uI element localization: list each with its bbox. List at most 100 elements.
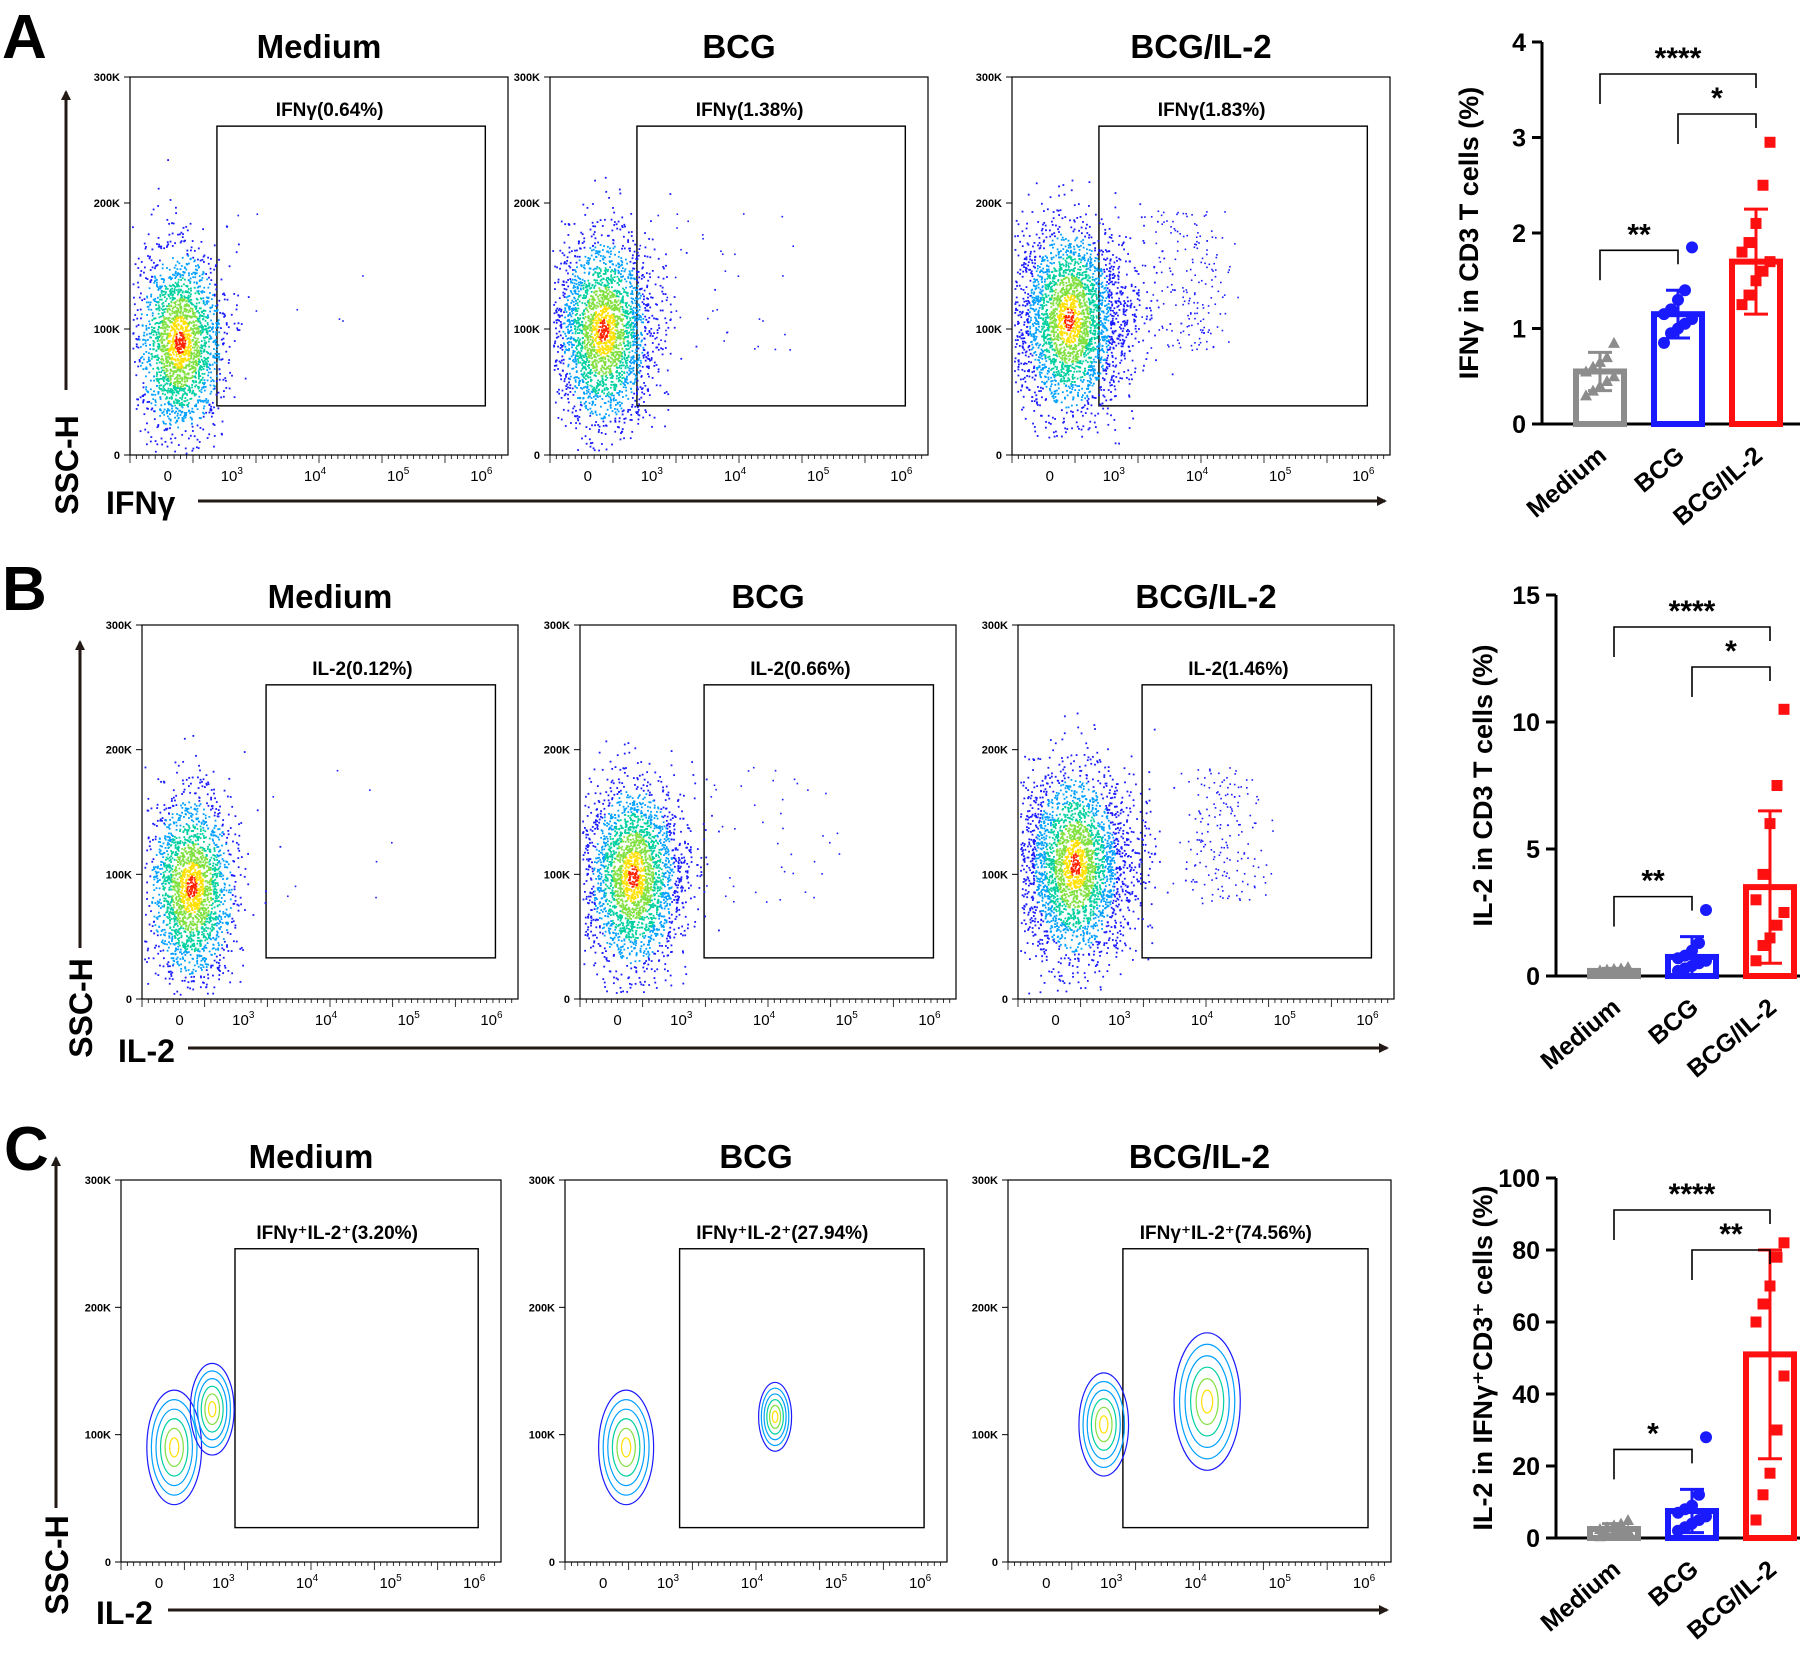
event-dot	[181, 401, 183, 404]
event-dot	[167, 305, 170, 308]
event-dot	[565, 303, 568, 305]
event-dot	[644, 315, 647, 318]
event-dot	[191, 410, 194, 413]
event-dot	[695, 345, 698, 348]
event-dot	[595, 364, 598, 367]
event-dot	[174, 388, 176, 390]
event-dot	[592, 367, 595, 370]
event-dot	[600, 314, 603, 317]
event-dot	[585, 426, 588, 428]
event-dot	[165, 352, 168, 354]
event-dot	[568, 357, 571, 360]
event-dot	[655, 346, 658, 349]
event-dot	[610, 296, 612, 299]
event-dot	[182, 271, 185, 273]
event-dot	[557, 278, 560, 281]
event-dot	[163, 326, 166, 329]
event-dot	[179, 276, 182, 278]
event-dot	[189, 389, 192, 392]
event-dot	[581, 284, 584, 287]
event-dot	[185, 290, 188, 293]
event-dot	[591, 296, 594, 299]
event-dot	[588, 402, 591, 405]
event-dot	[158, 361, 161, 364]
event-dot	[581, 278, 584, 281]
event-dot	[601, 321, 604, 324]
event-dot	[569, 375, 572, 378]
event-dot	[588, 298, 591, 301]
event-dot	[181, 333, 183, 335]
event-dot	[603, 322, 606, 324]
event-dot	[573, 308, 576, 311]
event-dot	[194, 332, 197, 335]
event-dot	[587, 315, 590, 318]
event-dot	[207, 351, 209, 354]
event-dot	[187, 325, 189, 327]
event-dot	[628, 273, 631, 276]
event-dot	[568, 332, 570, 335]
event-dot	[189, 222, 192, 225]
event-dot	[609, 401, 612, 404]
event-dot	[629, 344, 632, 347]
event-dot	[582, 337, 584, 339]
event-dot	[618, 360, 620, 362]
event-dot	[594, 321, 597, 324]
event-dot	[590, 333, 593, 335]
event-dot	[166, 305, 168, 308]
event-dot	[571, 312, 574, 315]
event-dot	[624, 344, 627, 347]
event-dot	[160, 388, 163, 391]
event-dot	[172, 339, 174, 342]
event-dot	[585, 442, 588, 445]
event-dot	[174, 300, 177, 303]
event-dot	[180, 348, 182, 350]
event-dot	[608, 315, 611, 317]
event-dot	[138, 338, 141, 341]
event-dot	[589, 344, 591, 346]
event-dot	[613, 293, 615, 296]
event-dot	[638, 398, 641, 401]
event-dot	[625, 315, 628, 318]
event-dot	[174, 242, 176, 245]
event-dot	[222, 292, 225, 295]
event-dot	[606, 392, 609, 395]
event-dot	[633, 359, 636, 362]
event-dot	[554, 401, 557, 404]
event-dot	[603, 320, 606, 322]
event-dot	[654, 283, 657, 286]
event-dot	[186, 384, 189, 387]
event-dot	[215, 339, 217, 342]
event-dot	[210, 405, 213, 408]
event-dot	[649, 359, 651, 362]
event-dot	[195, 393, 198, 396]
event-dot	[615, 377, 618, 380]
event-dot	[574, 330, 577, 333]
event-dot	[190, 376, 193, 379]
event-dot	[162, 278, 165, 281]
event-dot	[554, 301, 557, 304]
event-dot	[613, 397, 615, 400]
event-dot	[607, 312, 610, 315]
event-dot	[144, 339, 147, 342]
event-dot	[233, 293, 236, 295]
event-dot	[662, 293, 665, 295]
event-dot	[196, 330, 199, 333]
event-dot	[143, 271, 145, 274]
event-dot	[180, 320, 182, 323]
event-dot	[213, 387, 216, 390]
event-dot	[177, 359, 179, 362]
event-dot	[135, 343, 138, 346]
gate-label: IFNγ(1.83%)	[1158, 100, 1266, 121]
event-dot	[206, 401, 209, 404]
event-dot	[626, 364, 628, 367]
event-dot	[198, 361, 200, 363]
event-dot	[577, 290, 580, 293]
event-dot	[190, 321, 193, 324]
event-dot	[204, 361, 207, 364]
event-dot	[584, 353, 587, 356]
event-dot	[575, 354, 578, 357]
event-dot	[594, 366, 596, 369]
event-dot-positive	[656, 336, 658, 339]
event-dot	[646, 303, 648, 306]
event-dot	[154, 393, 157, 396]
